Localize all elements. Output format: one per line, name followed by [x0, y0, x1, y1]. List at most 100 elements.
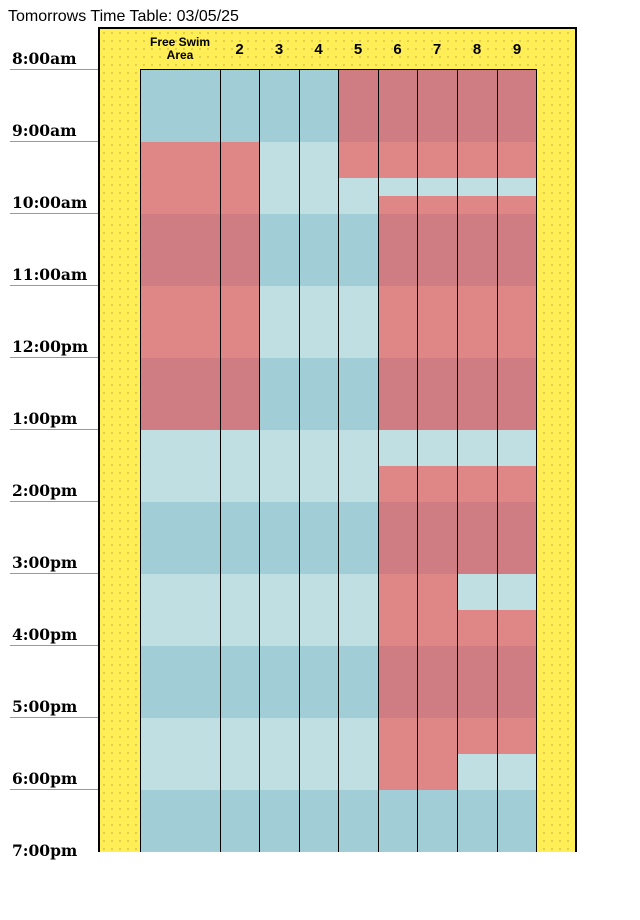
time-slot-available-light[interactable] — [457, 754, 497, 790]
time-slot-booked-dark[interactable] — [140, 358, 220, 430]
time-slot-booked-light[interactable] — [497, 610, 537, 646]
time-slot-available-light[interactable] — [259, 430, 299, 502]
time-slot-available-light[interactable] — [299, 574, 338, 646]
time-slot-booked-light[interactable] — [497, 466, 537, 502]
time-slot-booked-dark[interactable] — [497, 358, 537, 430]
time-slot-booked-light[interactable] — [457, 142, 497, 178]
time-slot-available-light[interactable] — [140, 430, 220, 502]
time-slot-booked-light[interactable] — [497, 286, 537, 358]
time-slot-booked-light[interactable] — [140, 142, 220, 214]
time-slot-available-light[interactable] — [140, 718, 220, 790]
time-slot-booked-light[interactable] — [457, 196, 497, 214]
time-slot-available-light[interactable] — [299, 430, 338, 502]
time-slot-booked-light[interactable] — [457, 718, 497, 754]
time-slot-booked-dark[interactable] — [378, 646, 417, 718]
time-slot-booked-light[interactable] — [378, 574, 417, 646]
time-slot-available-light[interactable] — [338, 286, 378, 358]
time-slot-available-light[interactable] — [378, 430, 417, 466]
time-slot-booked-dark[interactable] — [457, 358, 497, 430]
time-slot-available-dark[interactable] — [259, 358, 299, 430]
time-slot-available-dark[interactable] — [259, 790, 299, 852]
time-slot-available-light[interactable] — [417, 430, 457, 466]
time-slot-available-dark[interactable] — [220, 790, 259, 852]
time-slot-available-dark[interactable] — [338, 358, 378, 430]
time-slot-available-dark[interactable] — [338, 214, 378, 286]
time-slot-available-light[interactable] — [299, 718, 338, 790]
time-slot-available-dark[interactable] — [140, 646, 220, 718]
time-slot-available-light[interactable] — [259, 574, 299, 646]
time-slot-booked-dark[interactable] — [417, 646, 457, 718]
time-slot-available-dark[interactable] — [299, 70, 338, 142]
time-slot-booked-light[interactable] — [417, 142, 457, 178]
time-slot-available-light[interactable] — [220, 718, 259, 790]
time-slot-available-light[interactable] — [497, 178, 537, 196]
time-slot-available-dark[interactable] — [140, 790, 220, 852]
time-slot-booked-light[interactable] — [378, 142, 417, 178]
time-slot-available-dark[interactable] — [299, 358, 338, 430]
time-slot-available-light[interactable] — [338, 430, 378, 502]
time-slot-booked-light[interactable] — [417, 286, 457, 358]
time-slot-booked-dark[interactable] — [378, 70, 417, 142]
time-slot-available-dark[interactable] — [140, 502, 220, 574]
time-slot-available-light[interactable] — [299, 142, 338, 214]
time-slot-booked-light[interactable] — [497, 142, 537, 178]
time-slot-available-light[interactable] — [140, 574, 220, 646]
time-slot-available-dark[interactable] — [338, 646, 378, 718]
time-slot-booked-dark[interactable] — [417, 214, 457, 286]
time-slot-available-dark[interactable] — [140, 70, 220, 142]
time-slot-available-dark[interactable] — [497, 790, 537, 852]
time-slot-available-dark[interactable] — [220, 70, 259, 142]
time-slot-booked-light[interactable] — [378, 286, 417, 358]
time-slot-booked-dark[interactable] — [220, 214, 259, 286]
time-slot-available-light[interactable] — [259, 286, 299, 358]
time-slot-available-light[interactable] — [497, 430, 537, 466]
time-slot-available-light[interactable] — [457, 430, 497, 466]
time-slot-available-light[interactable] — [338, 718, 378, 790]
time-slot-available-light[interactable] — [457, 178, 497, 196]
time-slot-available-light[interactable] — [299, 286, 338, 358]
time-slot-booked-dark[interactable] — [457, 70, 497, 142]
time-slot-available-light[interactable] — [497, 754, 537, 790]
time-slot-booked-light[interactable] — [497, 196, 537, 214]
time-slot-available-dark[interactable] — [299, 646, 338, 718]
time-slot-available-dark[interactable] — [259, 70, 299, 142]
time-slot-booked-dark[interactable] — [417, 70, 457, 142]
time-slot-booked-dark[interactable] — [497, 502, 537, 574]
time-slot-booked-light[interactable] — [417, 574, 457, 646]
time-slot-booked-light[interactable] — [457, 466, 497, 502]
time-slot-booked-dark[interactable] — [497, 646, 537, 718]
time-slot-available-dark[interactable] — [378, 790, 417, 852]
time-slot-available-dark[interactable] — [457, 790, 497, 852]
time-slot-available-light[interactable] — [417, 178, 457, 196]
time-slot-booked-light[interactable] — [338, 142, 378, 178]
time-slot-booked-light[interactable] — [417, 466, 457, 502]
time-slot-available-dark[interactable] — [259, 502, 299, 574]
time-slot-booked-dark[interactable] — [497, 214, 537, 286]
time-slot-available-dark[interactable] — [299, 214, 338, 286]
time-slot-booked-light[interactable] — [457, 610, 497, 646]
time-slot-available-dark[interactable] — [220, 646, 259, 718]
time-slot-available-light[interactable] — [220, 574, 259, 646]
time-slot-booked-dark[interactable] — [457, 502, 497, 574]
time-slot-available-light[interactable] — [338, 574, 378, 646]
time-slot-booked-dark[interactable] — [457, 214, 497, 286]
time-slot-booked-dark[interactable] — [378, 214, 417, 286]
time-slot-booked-light[interactable] — [140, 286, 220, 358]
time-slot-available-light[interactable] — [259, 718, 299, 790]
time-slot-available-light[interactable] — [457, 574, 497, 610]
time-slot-booked-light[interactable] — [417, 196, 457, 214]
time-slot-available-light[interactable] — [259, 142, 299, 214]
time-slot-booked-light[interactable] — [378, 466, 417, 502]
time-slot-available-light[interactable] — [338, 178, 378, 214]
time-slot-booked-dark[interactable] — [378, 502, 417, 574]
time-slot-available-dark[interactable] — [417, 790, 457, 852]
time-slot-booked-light[interactable] — [497, 718, 537, 754]
time-slot-booked-dark[interactable] — [378, 358, 417, 430]
time-slot-available-dark[interactable] — [338, 790, 378, 852]
time-slot-booked-light[interactable] — [457, 286, 497, 358]
time-slot-booked-dark[interactable] — [338, 70, 378, 142]
time-slot-booked-dark[interactable] — [417, 358, 457, 430]
time-slot-booked-dark[interactable] — [457, 646, 497, 718]
time-slot-available-dark[interactable] — [259, 214, 299, 286]
time-slot-available-dark[interactable] — [299, 502, 338, 574]
